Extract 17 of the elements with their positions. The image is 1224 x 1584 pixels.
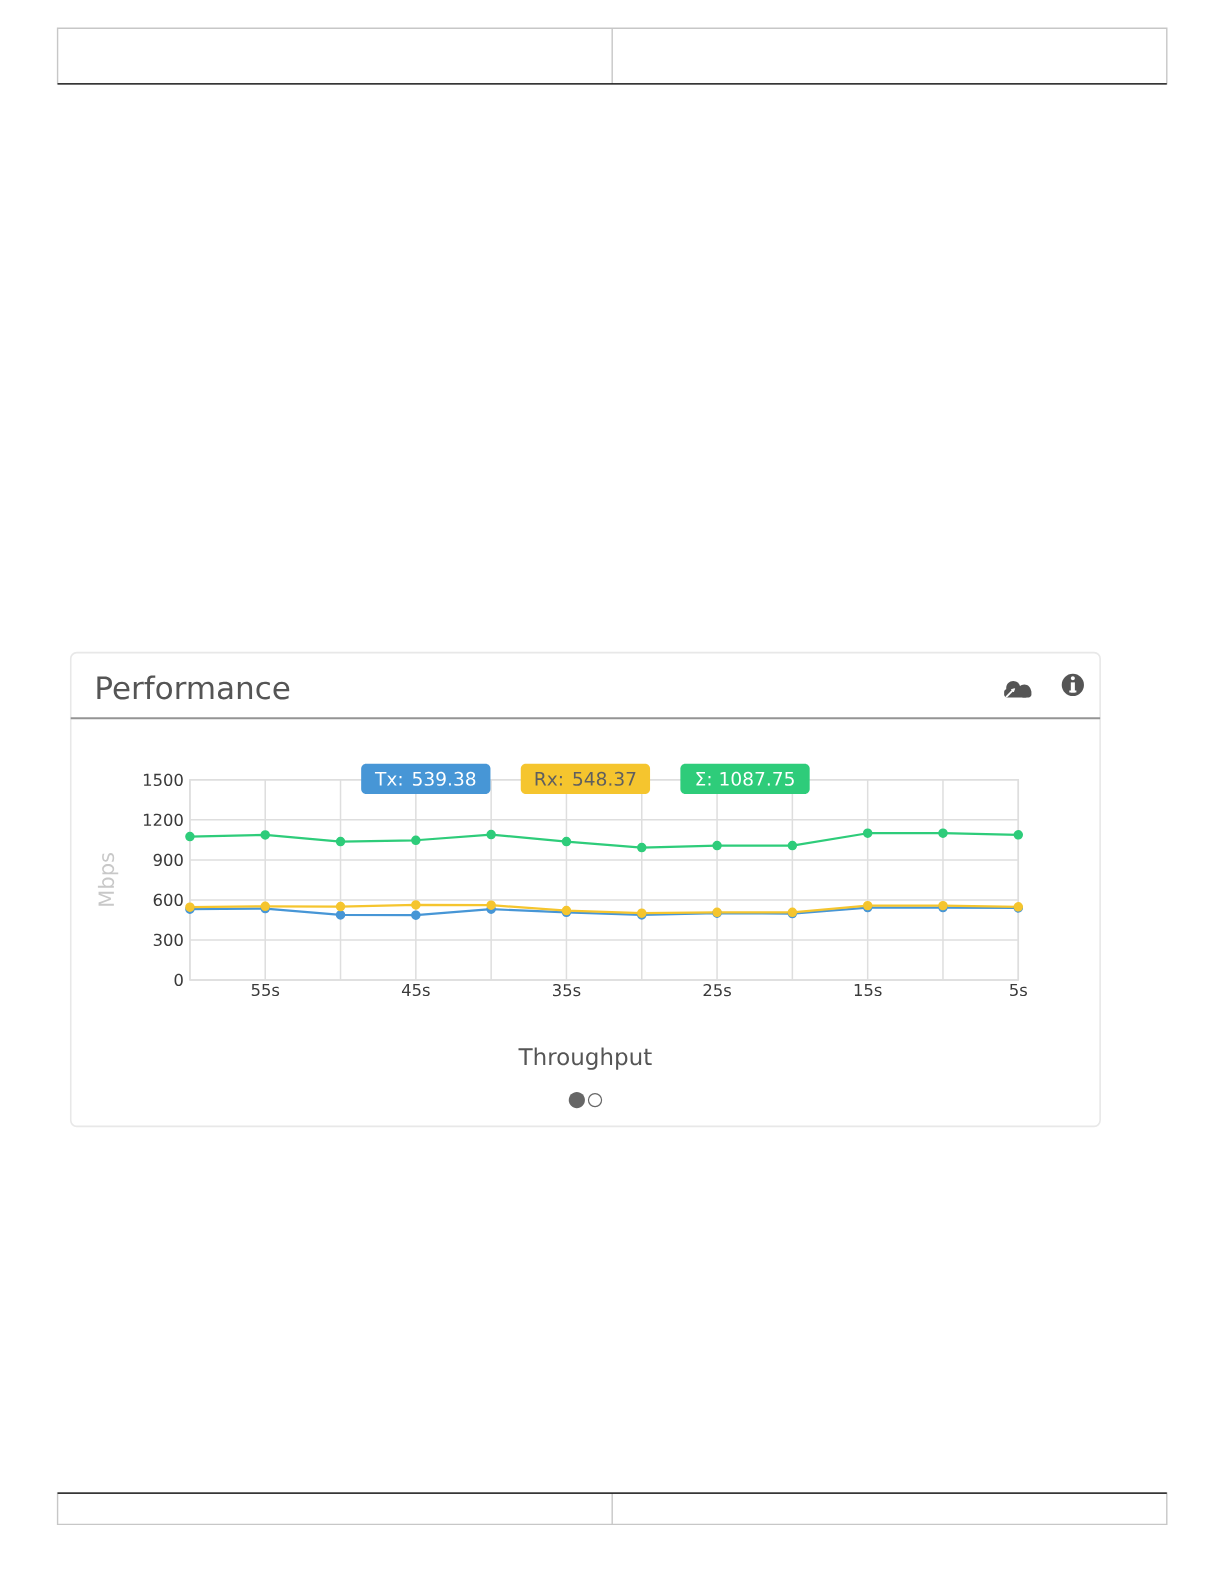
chart-title: Performance <box>97 675 290 700</box>
y-tick-label: 300 <box>153 933 183 947</box>
x-tick-label: 5s <box>1009 983 1027 997</box>
x-tick-label: 15s <box>854 983 882 997</box>
text: Rx: 548.37 <box>535 771 636 786</box>
y-tick-label: 0 <box>174 973 183 987</box>
text: Σ: 1087.75 <box>696 771 794 786</box>
x-tick-label: 35s <box>552 983 581 997</box>
x-tick-label: 25s <box>703 983 731 997</box>
y-tick-label: 1500 <box>143 773 183 787</box>
text: Tx: 539.38 <box>374 771 476 786</box>
y-tick-label: 1200 <box>143 813 183 827</box>
x-tick-label: 55s <box>251 983 279 997</box>
y-tick-label: 600 <box>153 893 183 907</box>
x-axis-title: Throughput <box>518 1047 652 1070</box>
y-tick-label: 900 <box>153 853 183 867</box>
x-tick-label: 45s <box>401 983 430 997</box>
